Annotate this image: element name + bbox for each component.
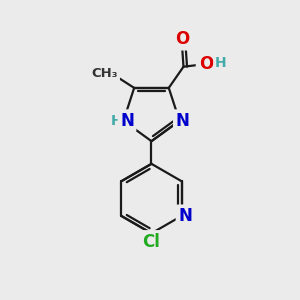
Text: O: O [175, 30, 189, 48]
Text: Cl: Cl [142, 232, 160, 250]
Text: O: O [199, 55, 213, 73]
Text: H: H [111, 114, 123, 128]
Text: CH₃: CH₃ [92, 67, 118, 80]
Text: OH: OH [198, 57, 224, 72]
Text: H: H [215, 56, 226, 70]
Text: N: N [178, 207, 192, 225]
Text: N: N [176, 112, 189, 130]
Text: N: N [120, 112, 134, 130]
